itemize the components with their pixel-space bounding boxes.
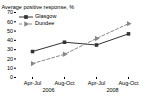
svg-text:10: 10 <box>7 65 13 71</box>
svg-text:Aug-Oct: Aug-Oct <box>54 80 75 86</box>
svg-text:Apr-Jul: Apr-Jul <box>24 80 41 86</box>
svg-text:Average positive response, %: Average positive response, % <box>2 4 75 10</box>
svg-text:60: 60 <box>7 19 13 25</box>
svg-text:Aug-Oct: Aug-Oct <box>118 80 139 86</box>
html-text:Glasgow: Glasgow <box>35 13 57 19</box>
html-text:Dundee: Dundee <box>35 20 55 26</box>
svg-text:50: 50 <box>7 28 13 34</box>
svg-text:30: 30 <box>7 46 13 52</box>
svg-text:2006: 2006 <box>42 87 54 93</box>
svg-text:70: 70 <box>6 9 13 16</box>
svg-text:2008: 2008 <box>106 87 118 93</box>
svg-text:20: 20 <box>7 56 13 62</box>
svg-text:Apr-Jul: Apr-Jul <box>88 80 105 86</box>
svg-text:0: 0 <box>10 74 13 80</box>
svg-text:40: 40 <box>7 37 13 43</box>
